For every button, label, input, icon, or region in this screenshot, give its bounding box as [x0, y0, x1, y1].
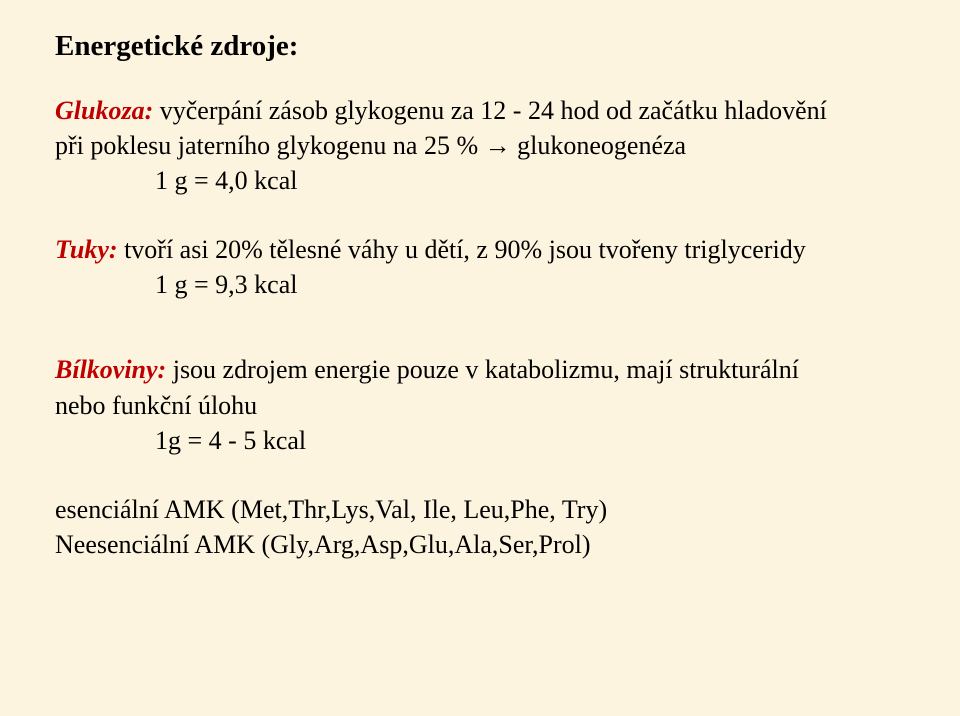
- tuky-text-1: tvoří asi 20% tělesné váhy u dětí, z 90%…: [118, 235, 806, 264]
- bilkoviny-text-2: nebo funkční úlohu: [55, 391, 257, 420]
- section-tuky: Tuky: tvoří asi 20% tělesné váhy u dětí,…: [55, 232, 920, 302]
- glukoza-text-3: 1 g = 4,0 kcal: [155, 166, 297, 195]
- section-bilkoviny: Bílkoviny: jsou zdrojem energie pouze v …: [55, 352, 920, 457]
- bilkoviny-label: Bílkoviny:: [55, 355, 166, 384]
- section-glukoza: Glukoza: vyčerpání zásob glykogenu za 12…: [55, 93, 920, 198]
- slide: Energetické zdroje: Glukoza: vyčerpání z…: [0, 0, 960, 716]
- amk-line-1: esenciální AMK (Met,Thr,Lys,Val, Ile, Le…: [55, 495, 607, 524]
- glukoza-text-1: vyčerpání zásob glykogenu za 12 - 24 hod…: [153, 96, 827, 125]
- glukoza-label: Glukoza:: [55, 96, 153, 125]
- arrow-icon: →: [485, 131, 511, 160]
- section-amk: esenciální AMK (Met,Thr,Lys,Val, Ile, Le…: [55, 492, 920, 562]
- slide-title: Energetické zdroje:: [55, 30, 920, 63]
- amk-line-2: Neesenciální AMK (Gly,Arg,Asp,Glu,Ala,Se…: [55, 530, 591, 559]
- glukoza-text-2a: při poklesu jaterního glykogenu na 25 %: [55, 131, 485, 160]
- glukoza-text-2b: glukoneogenéza: [511, 131, 686, 160]
- bilkoviny-text-1: jsou zdrojem energie pouze v katabolizmu…: [166, 355, 799, 384]
- bilkoviny-text-3: 1g = 4 - 5 kcal: [155, 426, 306, 455]
- tuky-label: Tuky:: [55, 235, 118, 264]
- tuky-text-2: 1 g = 9,3 kcal: [155, 270, 297, 299]
